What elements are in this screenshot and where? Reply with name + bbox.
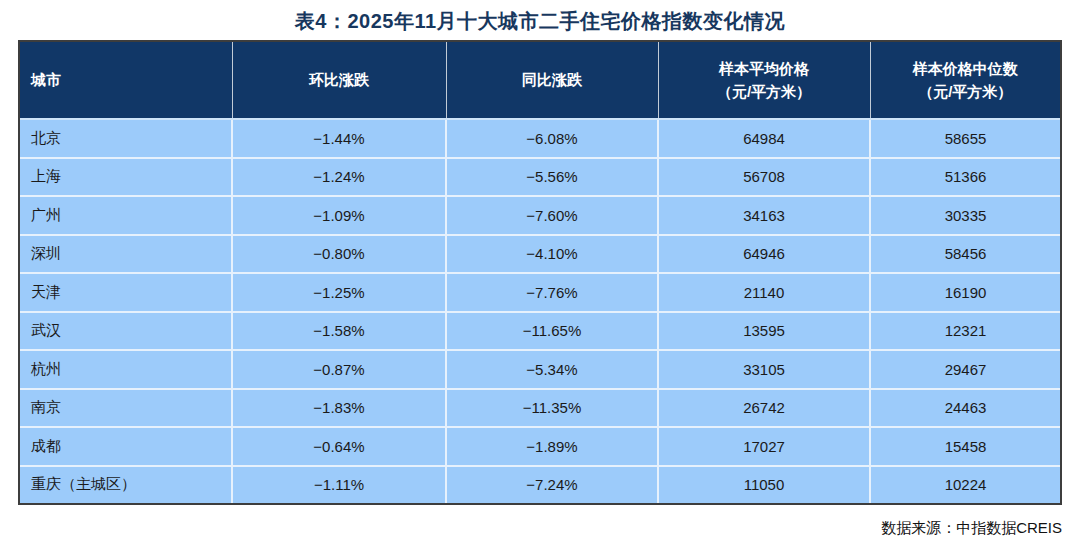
col-header-median-price-label: 样本价格中位数 — [871, 57, 1061, 80]
col-header-mom-change: 环比涨跌 — [232, 42, 446, 119]
median-price-cell: 10224 — [870, 466, 1060, 504]
avg-price-cell: 11050 — [658, 466, 870, 504]
avg-price-cell: 13595 — [658, 312, 870, 351]
col-header-median-price-unit: （元/平方米） — [871, 80, 1061, 103]
mom-cell: −0.87% — [232, 350, 446, 389]
mom-cell: −1.24% — [232, 158, 446, 197]
table-row: 杭州 −0.87% −5.34% 33105 29467 — [20, 350, 1060, 389]
median-price-cell: 16190 — [870, 273, 1060, 312]
table-row: 武汉 −1.58% −11.65% 13595 12321 — [20, 312, 1060, 351]
col-header-yoy-change: 同比涨跌 — [446, 42, 658, 119]
mom-cell: −1.09% — [232, 196, 446, 235]
col-header-avg-price-unit: （元/平方米） — [659, 80, 870, 103]
city-cell: 武汉 — [20, 312, 232, 351]
city-cell: 深圳 — [20, 235, 232, 274]
yoy-cell: −11.35% — [446, 389, 658, 428]
col-header-median-price: 样本价格中位数 （元/平方米） — [870, 42, 1060, 119]
mom-cell: −1.25% — [232, 273, 446, 312]
avg-price-cell: 33105 — [658, 350, 870, 389]
col-header-avg-price-label: 样本平均价格 — [659, 57, 870, 80]
median-price-cell: 29467 — [870, 350, 1060, 389]
mom-cell: −0.80% — [232, 235, 446, 274]
median-price-cell: 51366 — [870, 158, 1060, 197]
table-row: 广州 −1.09% −7.60% 34163 30335 — [20, 196, 1060, 235]
yoy-cell: −5.34% — [446, 350, 658, 389]
yoy-cell: −1.89% — [446, 427, 658, 466]
avg-price-cell: 21140 — [658, 273, 870, 312]
city-cell: 北京 — [20, 119, 232, 158]
avg-price-cell: 17027 — [658, 427, 870, 466]
median-price-cell: 24463 — [870, 389, 1060, 428]
avg-price-cell: 56708 — [658, 158, 870, 197]
table-row: 北京 −1.44% −6.08% 64984 58655 — [20, 119, 1060, 158]
yoy-cell: −4.10% — [446, 235, 658, 274]
median-price-cell: 12321 — [870, 312, 1060, 351]
city-cell: 杭州 — [20, 350, 232, 389]
col-header-yoy-label: 同比涨跌 — [447, 68, 658, 91]
col-header-city-label: 城市 — [31, 68, 232, 91]
avg-price-cell: 34163 — [658, 196, 870, 235]
mom-cell: −0.64% — [232, 427, 446, 466]
median-price-cell: 58456 — [870, 235, 1060, 274]
page-title: 表4：2025年11月十大城市二手住宅价格指数变化情况 — [0, 8, 1080, 35]
table-header: 城市 环比涨跌 同比涨跌 样本平均价格 （元/平方米） 样本价格中位数 （元/平 — [20, 42, 1060, 119]
city-cell: 重庆（主城区） — [20, 466, 232, 504]
price-index-table: 城市 环比涨跌 同比涨跌 样本平均价格 （元/平方米） 样本价格中位数 （元/平 — [18, 40, 1062, 505]
yoy-cell: −7.24% — [446, 466, 658, 504]
data-source: 数据来源：中指数据CREIS — [881, 519, 1062, 538]
table-row: 重庆（主城区） −1.11% −7.24% 11050 10224 — [20, 466, 1060, 504]
table-row: 上海 −1.24% −5.56% 56708 51366 — [20, 158, 1060, 197]
median-price-cell: 58655 — [870, 119, 1060, 158]
col-header-city: 城市 — [20, 42, 232, 119]
yoy-cell: −11.65% — [446, 312, 658, 351]
data-table: 城市 环比涨跌 同比涨跌 样本平均价格 （元/平方米） 样本价格中位数 （元/平 — [20, 42, 1060, 503]
city-cell: 成都 — [20, 427, 232, 466]
table-row: 南京 −1.83% −11.35% 26742 24463 — [20, 389, 1060, 428]
mom-cell: −1.11% — [232, 466, 446, 504]
yoy-cell: −5.56% — [446, 158, 658, 197]
col-header-mom-label: 环比涨跌 — [233, 68, 446, 91]
avg-price-cell: 26742 — [658, 389, 870, 428]
mom-cell: −1.83% — [232, 389, 446, 428]
report-table-page: 表4：2025年11月十大城市二手住宅价格指数变化情况 城市 环比涨跌 同比涨跌 — [0, 0, 1080, 551]
city-cell: 天津 — [20, 273, 232, 312]
avg-price-cell: 64984 — [658, 119, 870, 158]
avg-price-cell: 64946 — [658, 235, 870, 274]
city-cell: 南京 — [20, 389, 232, 428]
table-row: 天津 −1.25% −7.76% 21140 16190 — [20, 273, 1060, 312]
median-price-cell: 15458 — [870, 427, 1060, 466]
header-row: 城市 环比涨跌 同比涨跌 样本平均价格 （元/平方米） 样本价格中位数 （元/平 — [20, 42, 1060, 119]
mom-cell: −1.44% — [232, 119, 446, 158]
table-row: 深圳 −0.80% −4.10% 64946 58456 — [20, 235, 1060, 274]
mom-cell: −1.58% — [232, 312, 446, 351]
city-cell: 上海 — [20, 158, 232, 197]
table-row: 成都 −0.64% −1.89% 17027 15458 — [20, 427, 1060, 466]
median-price-cell: 30335 — [870, 196, 1060, 235]
yoy-cell: −7.76% — [446, 273, 658, 312]
col-header-avg-price: 样本平均价格 （元/平方米） — [658, 42, 870, 119]
yoy-cell: −6.08% — [446, 119, 658, 158]
table-body: 北京 −1.44% −6.08% 64984 58655 上海 −1.24% −… — [20, 119, 1060, 503]
yoy-cell: −7.60% — [446, 196, 658, 235]
city-cell: 广州 — [20, 196, 232, 235]
